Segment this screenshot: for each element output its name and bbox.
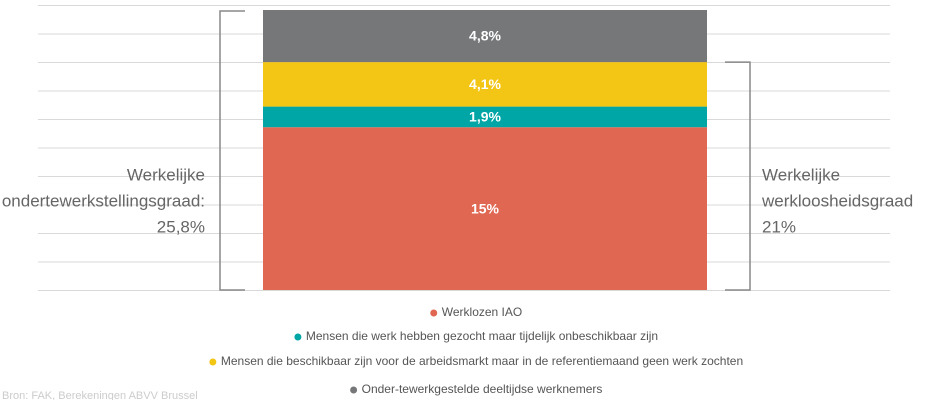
annotation: Werkelijke: [762, 165, 840, 184]
legend-label: Werklozen IAO: [442, 305, 522, 319]
legend-marker: [350, 386, 358, 394]
legend-label: Mensen die werk hebben gezocht maar tijd…: [306, 329, 658, 343]
source: Bron: FAK, Berekeningen ABVV Brussel: [2, 390, 198, 400]
value-label: 4,8%: [469, 28, 501, 44]
annotation: 21%: [762, 217, 796, 236]
annotation: 25,8%: [157, 217, 205, 236]
legend-label: Mensen die beschikbaar zijn voor de arbe…: [221, 354, 743, 368]
annotation: Werkelijke: [127, 165, 205, 184]
bar-segment: [263, 127, 707, 290]
legend-marker: [430, 309, 438, 317]
annotation: ondertewerkstellingsgraad:: [2, 191, 205, 210]
legend-label: Onder-tewerkgestelde deeltijdse werkneme…: [362, 382, 603, 396]
legend-marker: [294, 333, 302, 341]
bar-segment: [263, 106, 707, 128]
legend-marker: [209, 358, 217, 366]
bar-segment: [263, 62, 707, 107]
bracket: [725, 61, 751, 291]
value-label: 15%: [471, 200, 500, 216]
bar-segment: [263, 10, 707, 63]
annotation: werkloosheidsgraad: [761, 191, 913, 210]
value-label: 4,1%: [469, 76, 501, 92]
bracket: [219, 10, 245, 291]
value-label: 1,9%: [469, 109, 501, 125]
